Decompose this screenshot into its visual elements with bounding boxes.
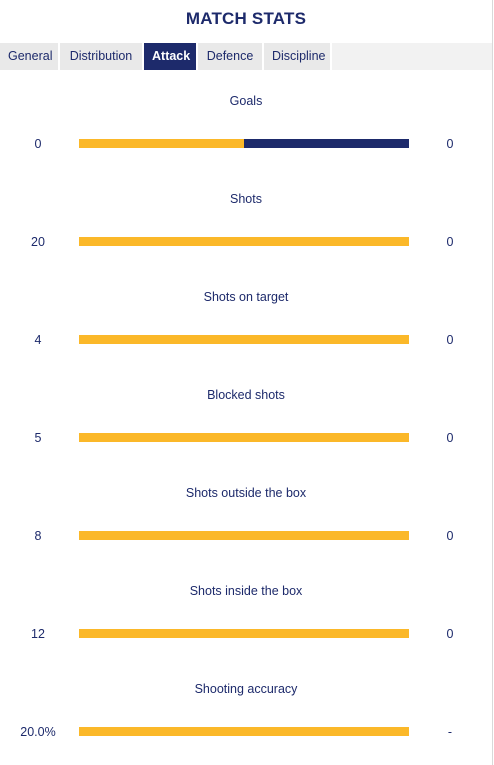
away-value: 0 [446, 235, 454, 249]
stat-label: Blocked shots [207, 388, 285, 402]
home-bar-fill [79, 433, 409, 442]
away-bar-fill [244, 139, 409, 148]
page-title: MATCH STATS [185, 9, 307, 28]
away-value: 0 [446, 431, 454, 445]
comparison-bar [79, 727, 409, 736]
stat-shots: Shots 20 0 [0, 168, 492, 266]
comparison-bar [79, 629, 409, 638]
comparison-bar [79, 335, 409, 344]
comparison-bar [79, 531, 409, 540]
stat-shots-on-target: Shots on target 4 0 [0, 266, 492, 364]
tab-attack[interactable]: Attack [144, 43, 198, 70]
home-value: 20 [31, 235, 45, 249]
home-bar-fill [79, 335, 409, 344]
stat-label: Goals [229, 94, 263, 108]
stat-label: Shots on target [203, 290, 289, 304]
home-bar-fill [79, 727, 409, 736]
stat-goals: Goals 0 0 [0, 70, 492, 168]
home-value: 12 [31, 627, 45, 641]
tab-defence[interactable]: Defence [198, 43, 264, 70]
stat-shots-outside-box: Shots outside the box 8 0 [0, 462, 492, 560]
stat-shooting-accuracy: Shooting accuracy 20.0% - [0, 658, 492, 756]
home-bar-fill [79, 139, 244, 148]
comparison-bar [79, 237, 409, 246]
away-value: 0 [446, 333, 454, 347]
stats-tabs: General Distribution Attack Defence Disc… [0, 43, 492, 70]
tab-distribution[interactable]: Distribution [60, 43, 144, 70]
home-value: 20.0% [20, 725, 56, 739]
home-value: 0 [34, 137, 42, 151]
stat-blocked-shots: Blocked shots 5 0 [0, 364, 492, 462]
stat-label: Shots inside the box [189, 584, 303, 598]
stat-label: Shooting accuracy [194, 682, 298, 696]
home-bar-fill [79, 629, 409, 638]
stat-label: Shots [230, 192, 262, 206]
home-value: 8 [34, 529, 42, 543]
tab-discipline[interactable]: Discipline [264, 43, 332, 70]
home-bar-fill [79, 531, 409, 540]
comparison-bar [79, 433, 409, 442]
tab-general[interactable]: General [0, 43, 60, 70]
comparison-bar [79, 139, 409, 148]
away-value: 0 [446, 137, 454, 151]
away-value: - [447, 725, 453, 739]
away-value: 0 [446, 529, 454, 543]
home-value: 4 [34, 333, 42, 347]
away-value: 0 [446, 627, 454, 641]
stat-shots-inside-box: Shots inside the box 12 0 [0, 560, 492, 658]
stat-label: Shots outside the box [185, 486, 307, 500]
home-value: 5 [34, 431, 42, 445]
home-bar-fill [79, 237, 409, 246]
stats-list: Goals 0 0 Shots 20 0 Shots on target 4 [0, 70, 492, 756]
